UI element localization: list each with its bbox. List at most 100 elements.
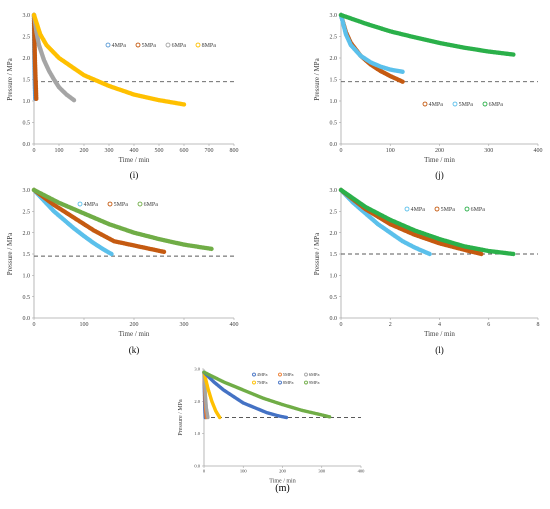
panel-l: 0 2 4 6 8 0.0 0.5 1.0 1.5 2.0 2.5 3.0 Time / min Pres…: [313, 187, 540, 355]
x-tick-label: 0: [340, 148, 343, 154]
legend: 4MPa 5MPa 6MPa 8MPa: [105, 42, 217, 49]
legend-label: 5MPa: [142, 43, 157, 49]
legend-marker: [278, 372, 282, 377]
x-axis-title: Time / min: [119, 156, 150, 164]
y-axis-title: Pressure / MPa: [313, 232, 321, 275]
series-8MPa: [31, 12, 187, 107]
legend-label: 4MPa: [257, 372, 268, 377]
y-tick-label: 1.5: [23, 252, 31, 258]
x-axis-title: Time / min: [269, 479, 295, 485]
y-tick-label: 3.0: [194, 367, 200, 372]
data-point: [71, 97, 77, 103]
legend-marker: [77, 201, 83, 207]
panel-i: 0 100 200 300 400 500 600 700 800 0.0 0.5 1.0 1.5 2.0…: [6, 12, 239, 180]
x-tick-label: 400: [358, 469, 366, 474]
series-8MPa: [202, 370, 289, 420]
x-tick-label: 300: [105, 148, 114, 154]
x-tick-label: 400: [534, 148, 543, 154]
legend-label: 5MPa: [459, 102, 474, 108]
legend: 4MPa 5MPa 6MPa: [77, 201, 159, 208]
y-axis-title: Pressure / MPa: [6, 232, 14, 275]
y-axis-title: Pressure / MPa: [313, 57, 321, 100]
data-point: [284, 415, 289, 420]
panel-k: 0 100 200 300 400 0.0 0.5 1.0 1.5 2.0 2.5 3.0 Time /…: [6, 187, 239, 355]
data-point: [511, 251, 516, 257]
x-tick-label: 500: [155, 148, 164, 154]
x-axis-title: Time / min: [424, 156, 455, 164]
y-tick-label: 2.0: [23, 231, 31, 237]
data-point: [34, 96, 39, 102]
y-tick-label: 0.5: [330, 295, 338, 301]
legend-label: 4MPa: [84, 202, 99, 208]
panel-label: (l): [435, 345, 444, 355]
legend-label: 6MPa: [471, 207, 486, 213]
legend-label: 5MPa: [114, 202, 129, 208]
y-tick-label: 3.0: [330, 13, 338, 19]
legend-marker: [137, 201, 143, 207]
panel-label: (m): [275, 483, 289, 494]
x-axis-title: Time / min: [119, 330, 150, 338]
series-9MPa: [202, 370, 332, 419]
data-point: [479, 251, 484, 257]
y-tick-label: 0.5: [23, 295, 31, 301]
y-tick-label: 1.5: [330, 78, 338, 84]
y-tick-label: 1.0: [194, 431, 200, 436]
x-tick-label: 0: [33, 322, 36, 328]
x-tick-label: 0: [340, 322, 343, 328]
legend-marker: [404, 206, 410, 212]
legend-label: 8MPa: [283, 380, 294, 385]
legend-label: 8MPa: [202, 43, 217, 49]
legend-label: 6MPa: [489, 102, 504, 108]
legend-label: 6MPa: [309, 372, 320, 377]
x-tick-label: 300: [484, 148, 493, 154]
y-tick-label: 2.5: [330, 35, 338, 41]
legend-marker: [165, 42, 171, 48]
y-tick-label: 3.0: [23, 13, 31, 19]
data-point: [327, 415, 332, 419]
legend-label: 4MPa: [411, 207, 426, 213]
legend-marker: [452, 101, 458, 107]
x-tick-label: 800: [230, 148, 239, 154]
x-tick-label: 200: [130, 322, 139, 328]
data-point: [209, 246, 214, 252]
data-point: [109, 251, 114, 257]
legend-marker: [434, 206, 440, 212]
y-tick-label: 2.0: [23, 56, 31, 62]
y-tick-label: 0.0: [23, 142, 31, 148]
x-tick-label: 200: [279, 469, 287, 474]
x-axis-title: Time / min: [424, 330, 455, 338]
legend-marker: [195, 42, 201, 48]
legend-marker: [107, 201, 113, 207]
x-tick-label: 100: [55, 148, 64, 154]
x-tick-label: 8: [537, 322, 540, 328]
x-tick-label: 200: [80, 148, 89, 154]
x-tick-label: 200: [435, 148, 444, 154]
legend-label: 7MPa: [257, 380, 268, 385]
y-tick-label: 1.5: [330, 252, 338, 258]
data-point: [206, 415, 210, 420]
legend-label: 4MPa: [112, 43, 127, 49]
legend: 4MPa 5MPa 6MPa 7MPa 8MPa 9MPa: [252, 372, 320, 385]
y-tick-label: 1.0: [23, 99, 31, 105]
data-point: [218, 415, 222, 420]
y-tick-label: 1.0: [23, 273, 31, 279]
legend-marker: [422, 101, 428, 107]
legend-marker: [135, 42, 141, 48]
legend-label: 6MPa: [172, 43, 187, 49]
panel-label: (j): [435, 170, 444, 180]
y-axis-title: Pressure / MPa: [178, 399, 184, 436]
data-point: [511, 52, 516, 57]
x-tick-label: 600: [180, 148, 189, 154]
y-tick-label: 2.0: [194, 399, 200, 404]
y-tick-label: 0.0: [194, 464, 200, 469]
x-tick-label: 0: [33, 148, 36, 154]
x-tick-label: 0: [203, 469, 206, 474]
x-tick-label: 2: [389, 322, 392, 328]
data-point: [400, 79, 405, 84]
x-tick-label: 400: [230, 322, 239, 328]
legend-label: 5MPa: [441, 207, 456, 213]
series-6MPa: [338, 187, 516, 257]
legend-label: 6MPa: [144, 202, 159, 208]
y-tick-label: 0.0: [330, 142, 338, 148]
